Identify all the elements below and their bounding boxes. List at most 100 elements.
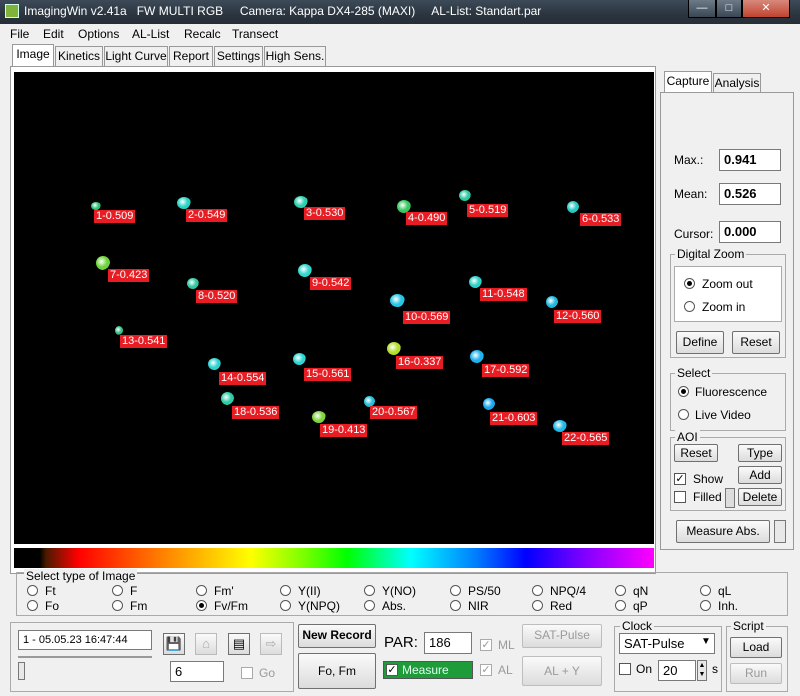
fo-fm-button[interactable]: Fo, Fm [298,653,376,689]
clock-mode-select[interactable]: SAT-Pulse [619,633,715,654]
tab-light-curve[interactable]: Light Curve [104,46,168,66]
measure-abs-scroll[interactable] [774,520,786,543]
leaf-spot[interactable] [293,353,306,365]
image-type-radio[interactable] [280,585,291,596]
aoi-label[interactable]: 7-0.423 [108,269,150,282]
record-timestamp[interactable]: 1 - 05.05.23 16:47:44 [18,630,152,650]
image-type-radio[interactable] [27,585,38,596]
show-checkbox[interactable]: ✓ [674,473,686,485]
close-button[interactable]: ✕ [742,0,790,18]
image-type-radio[interactable] [196,585,207,596]
tab-image[interactable]: Image [12,44,54,66]
leaf-spot[interactable] [294,196,308,208]
zoom-reset-button[interactable]: Reset [732,331,780,354]
aoi-reset-button[interactable]: Reset [674,444,718,462]
filled-checkbox[interactable] [674,491,686,503]
leaf-spot[interactable] [470,350,484,363]
interval-spinner[interactable]: ▲ ▼ [697,660,707,681]
image-type-radio[interactable] [27,600,38,611]
aoi-label[interactable]: 6-0.533 [580,213,622,226]
leaf-spot[interactable] [387,342,401,355]
leaf-spot[interactable] [469,276,482,288]
image-type-radio[interactable] [364,600,375,611]
leaf-spot[interactable] [397,200,411,213]
leaf-spot[interactable] [459,190,471,201]
tab-report[interactable]: Report [169,46,213,66]
leaf-spot[interactable] [553,420,567,432]
aoi-label[interactable]: 9-0.542 [310,277,352,290]
aoi-label[interactable]: 19-0.413 [320,424,368,437]
leaf-spot[interactable] [221,392,234,405]
aoi-label[interactable]: 4-0.490 [406,212,448,225]
new-record-button[interactable]: New Record [298,624,376,648]
aoi-label[interactable]: 5-0.519 [467,204,509,217]
menu-recalc[interactable]: Recalc [184,27,221,41]
image-type-radio[interactable] [615,585,626,596]
tab-capture[interactable]: Capture [664,71,712,93]
aoi-delete-button[interactable]: Delete [738,488,782,506]
menu-edit[interactable]: Edit [43,27,64,41]
leaf-spot[interactable] [567,201,579,213]
script-load-button[interactable]: Load [730,637,782,658]
clock-on-checkbox[interactable] [619,663,631,675]
image-type-radio[interactable] [700,600,711,611]
leaf-spot[interactable] [91,202,101,210]
leaf-spot[interactable] [312,411,326,423]
measure-abs-button[interactable]: Measure Abs. [676,520,770,543]
image-type-radio[interactable] [196,600,207,611]
aoi-label[interactable]: 15-0.561 [304,368,352,381]
aoi-label[interactable]: 22-0.565 [562,432,610,445]
aoi-type-button[interactable]: Type [738,444,782,462]
chevron-down-icon[interactable]: ▼ [701,636,711,647]
fill-style-icon[interactable] [725,488,735,508]
minimize-button[interactable]: — [688,0,716,18]
leaf-spot[interactable] [208,358,221,370]
aoi-label[interactable]: 17-0.592 [482,364,530,377]
image-type-radio[interactable] [615,600,626,611]
aoi-label[interactable]: 14-0.554 [219,372,267,385]
clock-interval-input[interactable]: 20 [658,660,696,681]
aoi-label[interactable]: 21-0.603 [490,412,538,425]
leaf-spot[interactable] [483,398,495,410]
record-number-input[interactable]: 6 [170,661,224,682]
image-type-radio[interactable] [280,600,291,611]
aoi-label[interactable]: 12-0.560 [554,310,602,323]
measure-checkbox[interactable]: ✓ [386,664,398,676]
menu-options[interactable]: Options [78,27,120,41]
aoi-label[interactable]: 16-0.337 [396,356,444,369]
aoi-label[interactable]: 10-0.569 [403,311,451,324]
image-type-radio[interactable] [532,585,543,596]
aoi-label[interactable]: 3-0.530 [304,207,346,220]
aoi-label[interactable]: 2-0.549 [186,209,228,222]
image-type-radio[interactable] [112,600,123,611]
leaf-spot[interactable] [96,256,110,270]
measure-indicator[interactable] [383,661,473,679]
fluorescence-image[interactable]: 1-0.509 2-0.549 3-0.530 4-0.490 5-0.519 6-0.5… [14,72,654,544]
zoom-out-radio[interactable] [684,278,695,289]
tab-kinetics[interactable]: Kinetics [55,46,103,66]
aoi-add-button[interactable]: Add [738,466,782,484]
aoi-label[interactable]: 18-0.536 [232,406,280,419]
tab-analysis[interactable]: Analysis [713,73,761,93]
save-icon[interactable]: 💾 [163,633,185,655]
maximize-button[interactable]: □ [716,0,742,18]
report-icon[interactable]: ▤ [228,633,250,655]
aoi-label[interactable]: 8-0.520 [196,290,238,303]
image-type-radio[interactable] [112,585,123,596]
aoi-label[interactable]: 1-0.509 [94,210,136,223]
leaf-spot[interactable] [364,396,375,407]
image-type-radio[interactable] [532,600,543,611]
image-type-radio[interactable] [450,585,461,596]
live-video-radio[interactable] [678,409,689,420]
tab-high-sens[interactable]: High Sens. [264,46,326,66]
zoom-in-radio[interactable] [684,301,695,312]
leaf-spot[interactable] [187,278,199,289]
leaf-spot[interactable] [546,296,558,308]
aoi-label[interactable]: 20-0.567 [370,406,418,419]
leaf-spot[interactable] [390,294,405,307]
par-value[interactable]: 186 [424,632,472,654]
record-slider-thumb[interactable] [18,662,25,680]
leaf-spot[interactable] [115,326,123,335]
fluorescence-radio[interactable] [678,386,689,397]
tab-settings[interactable]: Settings [214,46,263,66]
